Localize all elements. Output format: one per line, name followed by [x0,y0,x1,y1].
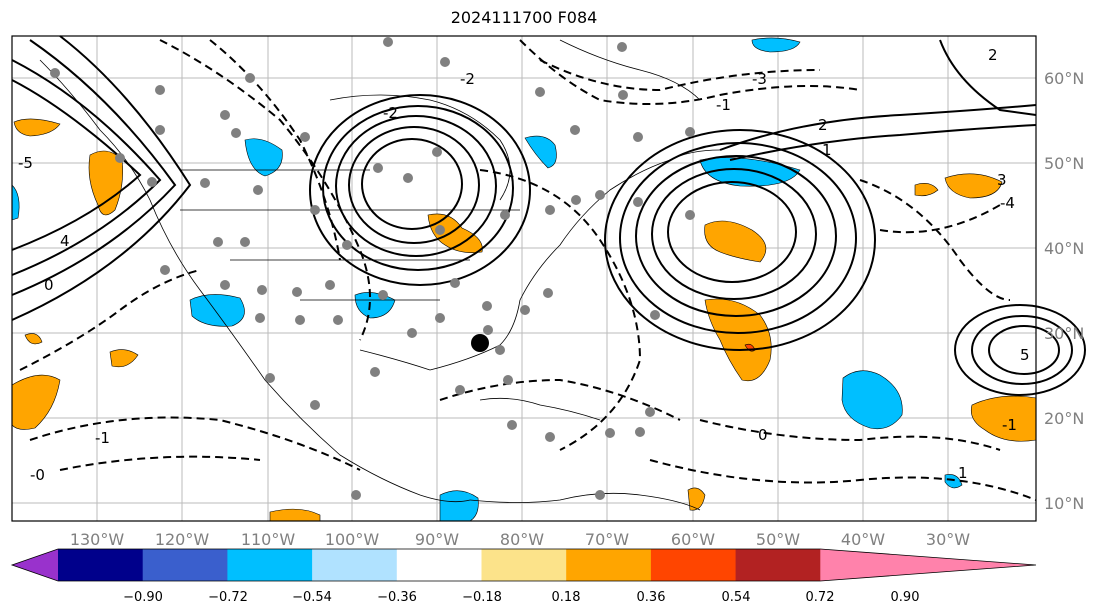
svg-text:-5: -5 [18,154,33,172]
colorbar-segment [566,549,652,581]
colorbar-segment [650,549,737,581]
lon-label: 40°W [841,530,885,549]
lat-label: 60°N [1044,69,1084,88]
svg-text:-1: -1 [1002,416,1017,434]
colorbar-tick: −0.18 [462,590,502,605]
latitude-labels: 60°N 50°N 40°N 30°N 20°N 10°N [1044,69,1084,513]
lon-label: 100°W [325,530,380,549]
colorbar-tick: 0.36 [637,590,666,605]
station-markers [50,37,695,500]
lat-label: 10°N [1044,494,1084,513]
colorbar-segment [312,549,398,581]
map-area: 2 -2 3 -3 -1 1 -4 4 0 -0 -1 1 2 -2 0 -5 … [11,35,1086,522]
colorbar-tick-labels: −0.90 −0.72 −0.54 −0.36 −0.18 0.18 0.36 … [123,590,919,605]
svg-text:4: 4 [60,232,70,250]
svg-text:2: 2 [818,116,828,134]
colorbar-tick: −0.90 [123,590,163,605]
height-contours [11,35,1086,396]
svg-text:0: 0 [44,276,54,294]
colorbar-tick: 0.90 [891,590,920,605]
negative-contours [19,39,1037,501]
colorbar-segment [735,549,821,581]
colorbar-tick: −0.36 [377,590,417,605]
colorbar-tick: 0.72 [806,590,835,605]
lon-label: 70°W [585,530,629,549]
lon-label: 130°W [70,530,125,549]
svg-text:5: 5 [1020,346,1030,364]
contour-labels: 2 -2 3 -3 -1 1 -4 4 0 -0 -1 1 2 -2 0 -5 … [18,46,1030,484]
map-title: 2024111700 F084 [450,8,598,27]
shaded-anomalies [11,37,1037,522]
lon-label: 30°W [926,530,970,549]
map-frame [11,35,1037,522]
lat-label: 40°N [1044,239,1084,258]
colorbar-tick: 0.18 [552,590,581,605]
svg-text:-1: -1 [716,96,731,114]
colorbar-tick: −0.54 [292,590,332,605]
svg-text:0: 0 [758,426,768,444]
svg-text:1: 1 [958,464,968,482]
colorbar-segment [227,549,313,581]
svg-text:3: 3 [997,171,1007,189]
svg-text:2: 2 [988,46,998,64]
lon-label: 60°W [671,530,715,549]
colorbar-tick: −0.72 [208,590,248,605]
svg-text:1: 1 [822,141,832,159]
lon-label: 110°W [241,530,296,549]
svg-text:-3: -3 [752,70,767,88]
colorbar-extend-low [12,549,58,581]
target-marker [471,334,489,352]
colorbar-extend-high [820,549,1036,581]
lon-label: 80°W [500,530,544,549]
colorbar-tick: 0.54 [722,590,751,605]
colorbar-segment [481,549,567,581]
svg-text:-4: -4 [1000,194,1015,212]
lon-label: 90°W [415,530,459,549]
svg-text:-2: -2 [383,104,398,122]
colorbar-segment [396,549,482,581]
lat-label: 20°N [1044,409,1084,428]
colorbar [10,548,1037,582]
lon-label: 120°W [155,530,210,549]
colorbar-outline [10,548,1037,582]
lon-label: 50°W [756,530,800,549]
colorbar-segment [58,549,144,581]
svg-text:-1: -1 [95,429,110,447]
longitude-labels: 130°W 120°W 110°W 100°W 90°W 80°W 70°W 6… [70,530,970,549]
svg-text:-0: -0 [30,466,45,484]
svg-text:-2: -2 [460,70,475,88]
lat-label: 50°N [1044,154,1084,173]
lat-label: 30°N [1044,324,1084,343]
colorbar-segment [142,549,228,581]
